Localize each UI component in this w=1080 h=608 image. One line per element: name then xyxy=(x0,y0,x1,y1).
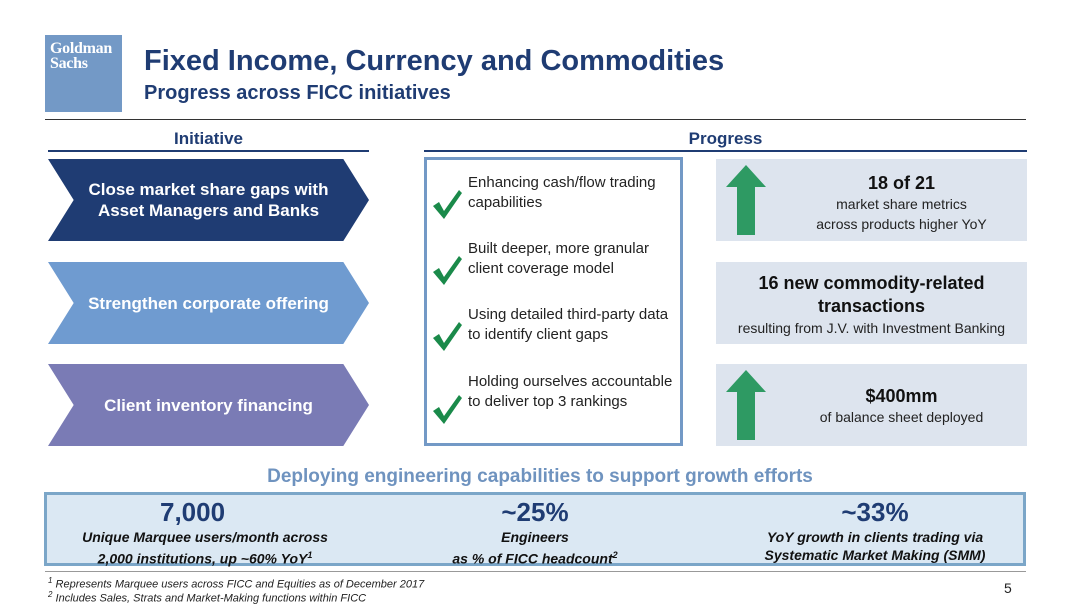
stat-description: YoY growth in clients trading via System… xyxy=(735,528,1015,564)
progress-item: Using detailed third-party data to ident… xyxy=(430,305,680,365)
metric-detail: resulting from J.V. with Investment Bank… xyxy=(737,320,1006,336)
footer-divider xyxy=(45,571,1026,572)
progress-item-text: Using detailed third-party data to ident… xyxy=(468,306,669,343)
footnote-text: Includes Sales, Strats and Market-Making… xyxy=(55,592,367,605)
progress-checklist-panel xyxy=(424,157,683,446)
metric-detail: of balance sheet deployed xyxy=(819,409,984,425)
stat-marquee-users: 7,000 Unique Marquee users/month across … xyxy=(60,497,350,568)
progress-column-header: Progress xyxy=(688,129,763,148)
progress-item-text: Holding ourselves accountable to deliver… xyxy=(468,373,673,410)
stat-value: 7,000 xyxy=(160,497,226,527)
stat-description: Engineers as % of FICC headcount2 xyxy=(420,528,650,568)
stat-value: ~33% xyxy=(841,497,909,527)
footnote-text: Represents Marquee users across FICC and… xyxy=(55,578,425,591)
page-number: 5 xyxy=(1004,580,1012,596)
initiative-column-header: Initiative xyxy=(174,129,243,148)
footnote-marker: 2 xyxy=(612,550,618,560)
footnote-marker: 1 xyxy=(307,550,313,560)
page-title: Fixed Income, Currency and Commodities xyxy=(144,45,725,77)
goldman-sachs-logo: Goldman Sachs xyxy=(45,35,122,112)
page-subtitle: Progress across FICC initiatives xyxy=(144,82,451,104)
metric-detail: across products higher YoY xyxy=(816,216,987,232)
stat-yoy-growth: ~33% YoY growth in clients trading via S… xyxy=(735,497,1015,564)
check-icon xyxy=(433,256,462,285)
initiative-header-underline xyxy=(48,150,369,152)
progress-header-underline xyxy=(424,150,1027,152)
initiative-label: Close market share gaps with Asset Manag… xyxy=(88,180,329,220)
stat-description: Unique Marquee users/month across 2,000 … xyxy=(60,528,350,568)
logo-line-1: Goldman xyxy=(50,40,112,57)
metric-box-balance-sheet: $400mm of balance sheet deployed xyxy=(716,364,1027,446)
stat-line: as % of FICC headcount xyxy=(452,550,613,567)
stat-engineers: ~25% Engineers as % of FICC headcount2 xyxy=(420,497,650,568)
metric-headline: 18 of 21 xyxy=(867,173,936,193)
stat-line: YoY growth in clients trading via xyxy=(766,529,984,545)
initiative-label: Client inventory financing xyxy=(104,395,313,415)
deploy-heading: Deploying engineering capabilities to su… xyxy=(267,466,813,487)
stat-line: Unique Marquee users/month across xyxy=(82,529,328,545)
footnote-1: 1 Represents Marquee users across FICC a… xyxy=(48,576,424,591)
footnote-marker: 1 xyxy=(48,576,53,585)
up-arrow-icon xyxy=(726,370,766,440)
up-arrow-icon xyxy=(726,165,766,235)
stat-line: Systematic Market Making (SMM) xyxy=(764,547,986,563)
check-icon xyxy=(433,395,462,424)
initiative-label: Strengthen corporate offering xyxy=(88,293,329,313)
initiative-arrow-market-share: Close market share gaps with Asset Manag… xyxy=(48,159,369,241)
metric-detail: market share metrics xyxy=(836,196,967,212)
check-icon xyxy=(433,322,462,351)
initiative-arrow-corporate: Strengthen corporate offering xyxy=(48,262,369,344)
stat-line: 2,000 institutions, up ~60% YoY xyxy=(97,550,308,567)
check-icon xyxy=(433,190,462,219)
metric-box-market-share: 18 of 21 market share metrics across pro… xyxy=(716,159,1027,241)
header-divider xyxy=(45,119,1026,120)
progress-item-text: Built deeper, more granular client cover… xyxy=(468,240,649,277)
stat-value: ~25% xyxy=(501,497,569,527)
footnote-2: 2 Includes Sales, Strats and Market-Maki… xyxy=(48,590,366,605)
engineering-stats-box xyxy=(44,492,1026,566)
initiative-arrow-inventory-financing: Client inventory financing xyxy=(48,364,369,446)
progress-item-text: Enhancing cash/flow trading capabilities xyxy=(468,174,656,211)
metric-headline: $400mm xyxy=(865,386,938,406)
stat-line: Engineers xyxy=(501,529,569,545)
progress-item: Holding ourselves accountable to deliver… xyxy=(430,372,680,432)
metric-headline: transactions xyxy=(817,296,926,316)
progress-item: Enhancing cash/flow trading capabilities xyxy=(430,173,680,233)
metric-headline: 16 new commodity-related xyxy=(758,273,985,293)
metric-box-commodity-transactions: 16 new commodity-related transactions re… xyxy=(716,262,1027,344)
progress-item: Built deeper, more granular client cover… xyxy=(430,239,680,299)
logo-line-2: Sachs xyxy=(50,55,88,72)
footnote-marker: 2 xyxy=(48,590,53,599)
